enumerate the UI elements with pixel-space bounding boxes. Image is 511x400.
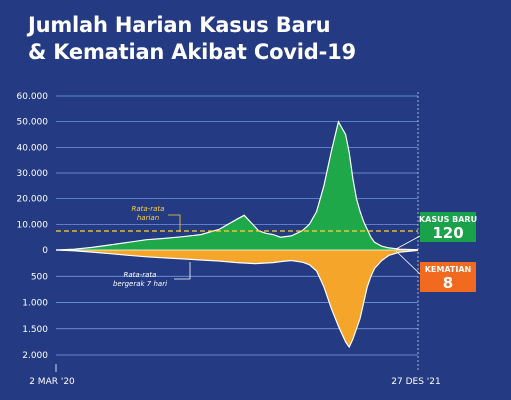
chart-title-line-2: & Kematian Akibat Covid-19 [28,40,356,64]
deaths-badge-value: 8 [443,274,453,292]
annotation-average-line-1: Rata-rata [132,205,165,213]
annotation-moving-average-line-2: bergerak 7 hari [113,280,167,288]
y-tick-label: 1.500 [22,325,48,335]
deaths-badge: KEMATIAN 8 [395,250,476,292]
cases-badge-label: KASUS BARU [419,215,477,224]
y-tick-label: 30.000 [17,169,49,179]
annotation-average-pointer [168,214,181,232]
chart-title: Jumlah Harian Kasus Baru & Kematian Akib… [28,12,498,66]
y-tick-label: 1.000 [22,299,48,309]
cases-badge-pointer [395,235,421,250]
deaths-badge-label: KEMATIAN [425,265,472,274]
cases-moving-average-line [55,120,419,251]
y-tick-label: 500 [31,272,48,282]
annotation-moving-average-pointer [174,262,191,280]
y-tick-label: 40.000 [17,143,49,153]
y-axis-ticks: 60.000 50.000 40.000 30.000 20.000 10.000 0 500… [17,92,49,361]
cases-badge: KASUS BARU 120 [395,212,477,250]
deaths-moving-average-line [55,249,419,349]
annotation-moving-average-line-1: Rata-rata [124,271,157,279]
annotation-moving-average: Rata-rata bergerak 7 hari [113,262,191,288]
annotation-average-line-2: harian [137,214,159,222]
x-axis-end-label: 27 DES '21 [391,377,440,387]
y-tick-label: 60.000 [17,92,49,102]
cases-badge-value: 120 [432,224,463,242]
y-tick-label: 10.000 [17,220,49,230]
y-tick-label: 0 [42,246,48,256]
y-tick-label: 20.000 [17,195,49,205]
deaths-badge-box [420,262,476,292]
cases-badge-box [420,212,476,242]
x-axis-start-label: 2 MAR '20 [29,377,75,387]
chart-title-line-1: Jumlah Harian Kasus Baru [28,13,331,37]
cases-area [56,121,418,250]
x-axis: 2 MAR '20 27 DES '21 [29,92,441,387]
deaths-badge-pointer [395,250,421,275]
y-tick-label: 2.000 [22,351,48,361]
y-tick-label: 50.000 [17,118,49,128]
annotation-average: Rata-rata harian [132,205,181,232]
deaths-area [56,250,418,348]
